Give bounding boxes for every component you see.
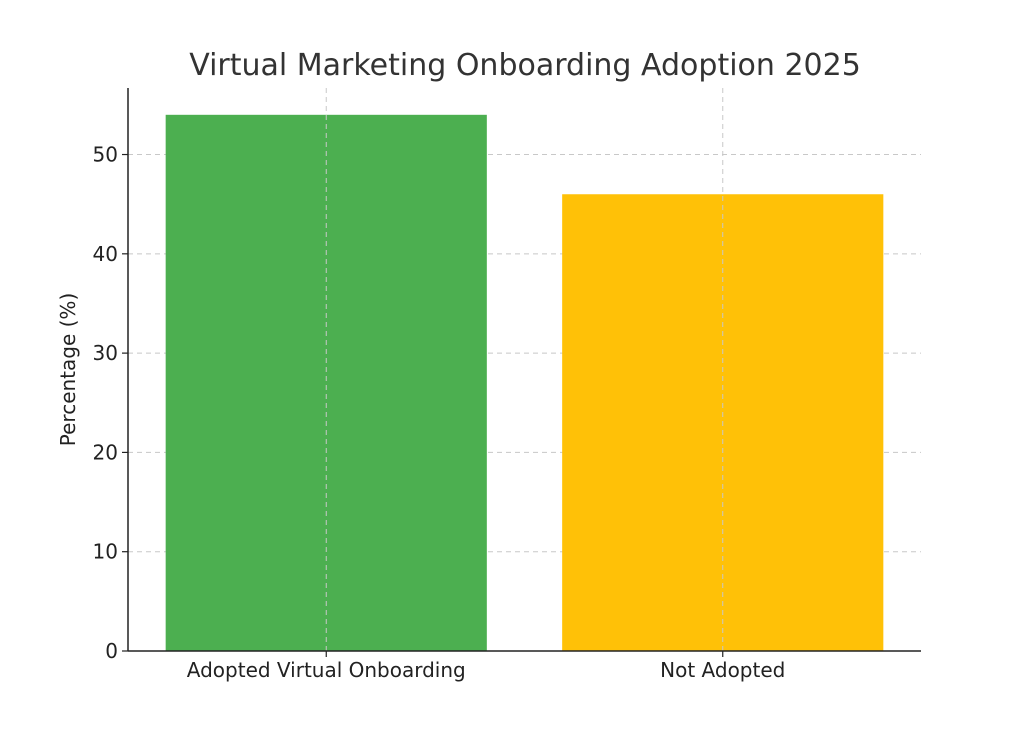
y-tick-label: 0 <box>105 639 118 663</box>
vertical-grid-lines <box>325 88 724 651</box>
y-tick-label: 10 <box>93 540 118 564</box>
y-tick-label: 30 <box>93 341 118 365</box>
y-tick-label: 50 <box>93 143 118 167</box>
x-tick-labels: Adopted Virtual Onboarding Not Adopted <box>187 651 785 682</box>
bar <box>165 114 487 652</box>
x-tick-label: Not Adopted <box>660 658 785 682</box>
axes <box>127 88 921 652</box>
y-tick-labels: 0 10 20 30 40 50 <box>93 143 128 663</box>
bars <box>165 114 884 652</box>
y-axis-label: Percentage (%) <box>56 293 80 446</box>
y-tick-label: 20 <box>93 440 118 464</box>
chart-title: Virtual Marketing Onboarding Adoption 20… <box>189 48 861 83</box>
x-tick-label: Adopted Virtual Onboarding <box>187 658 466 682</box>
y-tick-label: 40 <box>93 242 118 266</box>
